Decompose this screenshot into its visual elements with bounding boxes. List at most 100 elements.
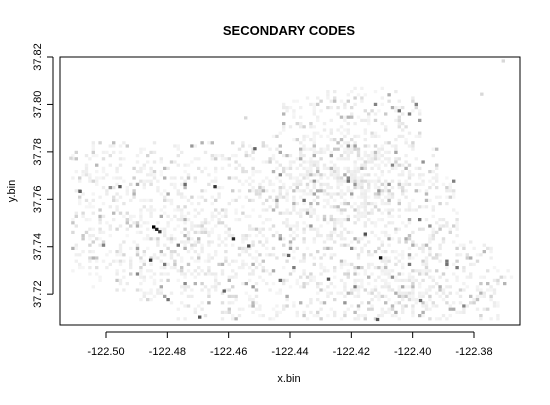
heatmap-cell bbox=[203, 285, 208, 289]
heatmap-cell bbox=[302, 227, 306, 231]
heatmap-cell bbox=[129, 272, 133, 276]
heatmap-cell bbox=[397, 118, 401, 122]
heatmap-cell bbox=[268, 253, 272, 257]
heatmap-cell bbox=[217, 282, 221, 286]
heatmap-cell bbox=[268, 272, 272, 276]
heatmap-cell bbox=[166, 224, 170, 228]
heatmap-cell bbox=[367, 211, 371, 215]
heatmap-cell bbox=[200, 246, 204, 250]
heatmap-cell bbox=[115, 272, 119, 276]
heatmap-cell bbox=[421, 250, 425, 254]
heatmap-cell bbox=[305, 186, 310, 190]
heatmap-cell bbox=[186, 237, 191, 241]
heatmap-cell bbox=[309, 214, 313, 218]
heatmap-cell bbox=[363, 314, 367, 318]
heatmap-cell bbox=[394, 256, 398, 260]
heatmap-cell bbox=[418, 205, 422, 209]
heatmap-cell bbox=[380, 310, 384, 314]
heatmap-cell bbox=[132, 240, 136, 244]
heatmap-cell bbox=[261, 227, 265, 231]
heatmap-cell bbox=[370, 230, 374, 234]
heatmap-cell bbox=[115, 170, 119, 174]
heatmap-cell bbox=[363, 150, 367, 154]
heatmap-cell bbox=[421, 227, 425, 231]
heatmap-cell bbox=[312, 256, 316, 260]
heatmap-cell bbox=[282, 122, 286, 126]
heatmap-cell bbox=[414, 102, 418, 106]
heatmap-cell bbox=[108, 227, 112, 231]
heatmap-cells bbox=[69, 59, 514, 322]
heatmap-cell bbox=[271, 157, 276, 161]
heatmap-cell bbox=[302, 134, 306, 138]
heatmap-cell bbox=[278, 163, 282, 167]
heatmap-cell bbox=[309, 189, 313, 193]
heatmap-cell bbox=[163, 262, 167, 266]
heatmap-cell bbox=[292, 208, 296, 212]
heatmap-cell bbox=[152, 141, 157, 145]
heatmap-cell bbox=[316, 131, 320, 135]
heatmap-cell bbox=[384, 141, 388, 145]
heatmap-cell bbox=[142, 221, 146, 225]
y-axis-label: y.bin bbox=[6, 180, 18, 202]
heatmap-cell bbox=[207, 234, 211, 238]
heatmap-cell bbox=[373, 294, 378, 298]
y-tick-label: 37.78 bbox=[32, 138, 44, 166]
heatmap-cell bbox=[353, 269, 357, 273]
y-tick-label: 37.76 bbox=[32, 186, 44, 214]
heatmap-cell bbox=[356, 291, 361, 295]
heatmap-cell bbox=[190, 256, 194, 260]
heatmap-cell bbox=[394, 166, 398, 170]
heatmap-cell bbox=[465, 256, 469, 260]
heatmap-cell bbox=[343, 301, 347, 305]
heatmap-cell bbox=[112, 141, 116, 145]
heatmap-cell bbox=[118, 250, 123, 254]
heatmap-cell bbox=[183, 275, 187, 279]
heatmap-cell bbox=[316, 96, 320, 100]
heatmap-cell bbox=[414, 298, 418, 302]
heatmap-cell bbox=[411, 147, 415, 151]
heatmap-cell bbox=[356, 166, 361, 170]
heatmap-cell bbox=[397, 134, 401, 138]
heatmap-cell bbox=[217, 243, 221, 247]
heatmap-cell bbox=[81, 211, 85, 215]
heatmap-cell bbox=[424, 307, 429, 311]
heatmap-cell bbox=[360, 246, 364, 250]
heatmap-cell bbox=[190, 294, 194, 298]
heatmap-cell bbox=[159, 272, 163, 276]
heatmap-cell bbox=[118, 144, 123, 148]
heatmap-cell bbox=[173, 208, 177, 212]
heatmap-cell bbox=[282, 106, 286, 110]
heatmap-cell bbox=[370, 157, 374, 161]
heatmap-cell bbox=[282, 102, 286, 106]
heatmap-cell bbox=[282, 243, 286, 247]
heatmap-cell bbox=[251, 227, 255, 231]
heatmap-hot-cell bbox=[326, 277, 331, 281]
heatmap-cell bbox=[135, 170, 140, 174]
heatmap-cell bbox=[292, 115, 296, 119]
heatmap-cell bbox=[74, 243, 78, 247]
heatmap-cell bbox=[183, 163, 187, 167]
heatmap-cell bbox=[475, 259, 480, 263]
heatmap-cell bbox=[380, 266, 384, 270]
heatmap-cell bbox=[118, 176, 123, 180]
heatmap-cell bbox=[299, 214, 303, 218]
heatmap-cell bbox=[248, 253, 252, 257]
heatmap-cell bbox=[346, 230, 350, 234]
heatmap-cell bbox=[146, 154, 150, 158]
heatmap-cell bbox=[394, 106, 398, 110]
heatmap-cell bbox=[210, 214, 214, 218]
heatmap-cell bbox=[322, 192, 327, 196]
heatmap-cell bbox=[431, 227, 435, 231]
heatmap-cell bbox=[438, 195, 442, 199]
heatmap-cell bbox=[452, 179, 456, 183]
heatmap-cell bbox=[435, 282, 439, 286]
heatmap-cell bbox=[424, 269, 429, 273]
heatmap-cell bbox=[169, 256, 174, 260]
heatmap-cell bbox=[445, 176, 449, 180]
heatmap-cell bbox=[336, 173, 340, 177]
heatmap-cell bbox=[384, 128, 388, 132]
heatmap-cell bbox=[455, 266, 459, 270]
heatmap-cell bbox=[373, 195, 378, 199]
heatmap-cell bbox=[95, 259, 99, 263]
heatmap-cell bbox=[129, 262, 133, 266]
